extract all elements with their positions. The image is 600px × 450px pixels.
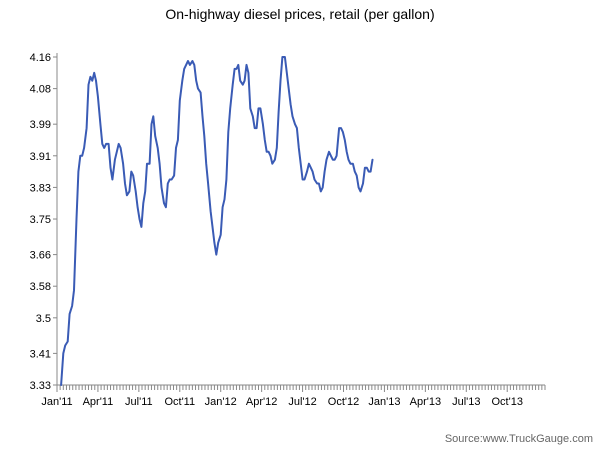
y-tick-label: 4.16	[30, 52, 51, 64]
y-tick-label: 3.99	[30, 119, 51, 131]
y-tick-label: 3.75	[30, 214, 51, 226]
x-tick-label: Apr'11	[83, 396, 114, 408]
x-tick-label: Jan'11	[41, 396, 72, 408]
x-tick-label: Jan'13	[368, 396, 400, 408]
y-tick-label: 3.5	[36, 313, 51, 325]
y-tick-label: 4.08	[30, 84, 51, 96]
plot-area	[60, 56, 374, 386]
y-tick-label: 3.83	[30, 182, 51, 194]
x-tick-label: Oct'11	[164, 396, 195, 408]
x-tick-label: Apr'12	[246, 396, 277, 408]
series-line-0	[60, 56, 374, 386]
y-tick-label: 3.66	[30, 250, 51, 262]
y-tick-label: 3.41	[30, 348, 51, 360]
chart-title: On-highway diesel prices, retail (per ga…	[165, 6, 434, 22]
source-label: Source:www.TruckGauge.com	[445, 433, 593, 445]
x-tick-label: Jan'12	[205, 396, 237, 408]
y-tick-label: 3.58	[30, 281, 51, 293]
y-axis: 3.33 3.41 3.5 3.58 3.66 3.75 3.83 3.91 3.99 4.08 4…	[30, 52, 58, 392]
x-tick-label: Oct'12	[328, 396, 359, 408]
x-axis: Jan'11 Apr'11 Jul'11 Oct'11 Jan'12 Apr'12 Jul'…	[41, 384, 546, 408]
y-tick-label: 3.33	[30, 380, 51, 392]
x-tick-label: Jul'12	[288, 396, 316, 408]
x-tick-label: Jul'11	[125, 396, 153, 408]
x-tick-label: Jul'13	[452, 396, 480, 408]
y-tick-label: 3.91	[30, 151, 51, 163]
x-tick-label: Apr'13	[410, 396, 441, 408]
x-tick-label: Oct'13	[491, 396, 522, 408]
